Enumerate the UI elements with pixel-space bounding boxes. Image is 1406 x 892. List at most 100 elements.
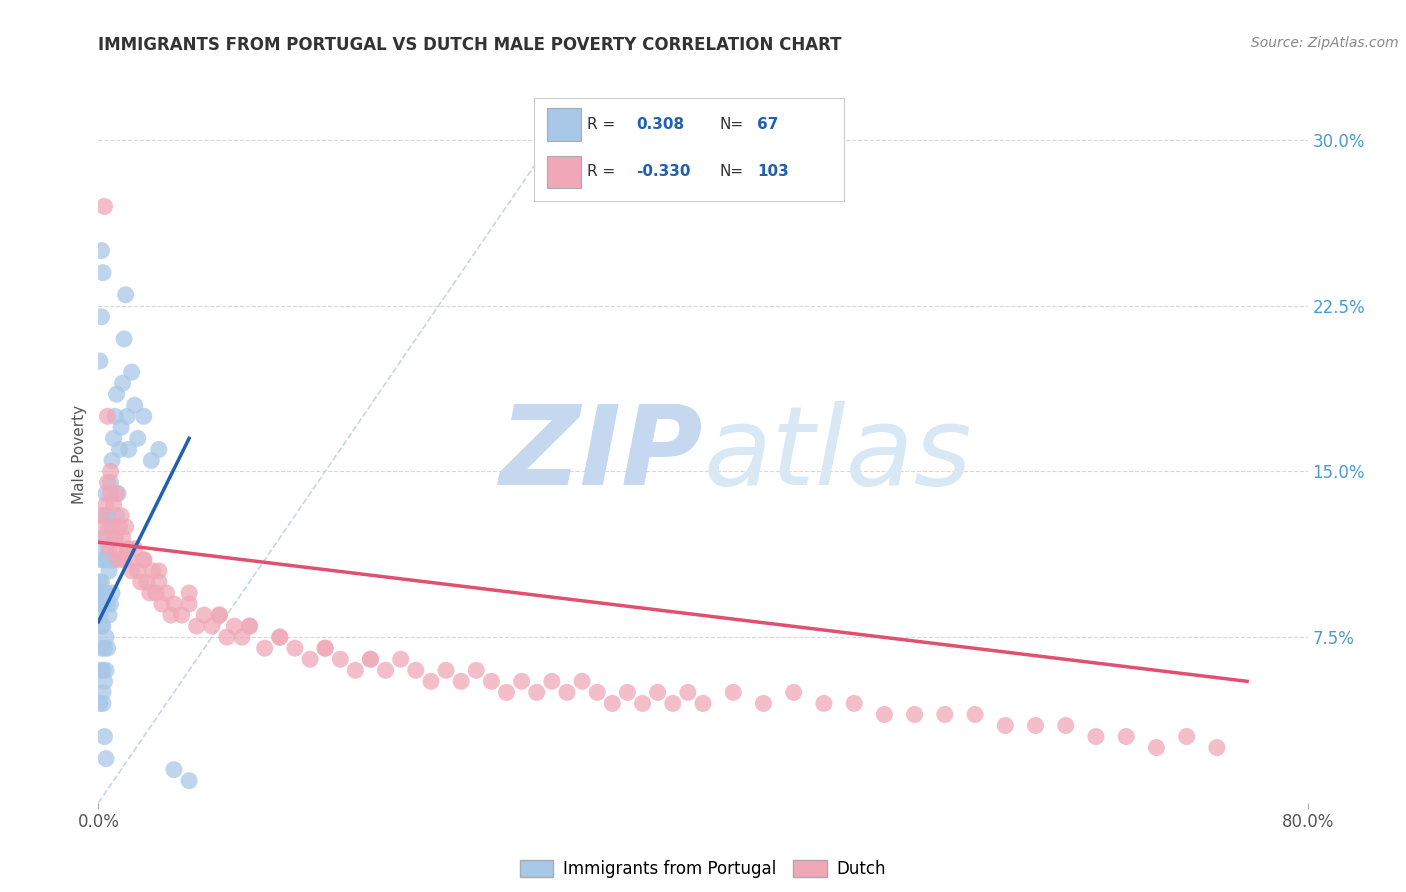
Point <box>571 674 593 689</box>
Point <box>93 553 115 567</box>
Point <box>647 685 669 699</box>
Point <box>90 508 112 523</box>
Point <box>91 266 114 280</box>
Point <box>1175 730 1198 744</box>
Point <box>269 630 291 644</box>
Point <box>103 431 125 445</box>
Point <box>526 685 548 699</box>
Point <box>139 586 162 600</box>
Text: Source: ZipAtlas.com: Source: ZipAtlas.com <box>1251 36 1399 50</box>
Point <box>111 531 134 545</box>
Point <box>465 663 488 677</box>
Point <box>91 519 114 533</box>
Point <box>555 685 578 699</box>
Y-axis label: Male Poverty: Male Poverty <box>72 405 87 505</box>
Point <box>616 685 638 699</box>
Point <box>94 541 117 556</box>
Point <box>314 641 336 656</box>
Point <box>115 409 138 424</box>
Point <box>105 541 128 556</box>
Point <box>100 465 122 479</box>
Point <box>98 608 121 623</box>
Point <box>98 519 121 533</box>
Point <box>108 519 131 533</box>
Point <box>813 697 835 711</box>
Point <box>100 475 122 490</box>
Point <box>239 619 262 633</box>
Point <box>934 707 956 722</box>
Point <box>994 718 1017 732</box>
Point <box>103 498 125 512</box>
Point <box>103 553 125 567</box>
Point <box>148 574 170 589</box>
Point <box>662 697 685 711</box>
Point <box>150 597 173 611</box>
Point <box>132 553 155 567</box>
Point <box>1024 718 1046 732</box>
Point <box>360 652 382 666</box>
Point <box>783 685 806 699</box>
Text: N=: N= <box>720 164 744 179</box>
Point <box>124 541 146 556</box>
Point <box>586 685 609 699</box>
Point <box>179 773 201 788</box>
Point <box>93 531 115 545</box>
Point <box>405 663 427 677</box>
Point <box>314 641 336 656</box>
Point <box>170 608 193 623</box>
Point <box>420 674 443 689</box>
Point <box>90 244 112 258</box>
Point <box>94 663 117 677</box>
Point <box>108 442 131 457</box>
Point <box>90 663 112 677</box>
Point <box>93 730 115 744</box>
Legend: Immigrants from Portugal, Dutch: Immigrants from Portugal, Dutch <box>513 854 893 885</box>
Point <box>112 553 135 567</box>
Point <box>201 619 224 633</box>
Text: 0.308: 0.308 <box>637 117 685 132</box>
Point <box>163 763 186 777</box>
Point <box>90 310 112 324</box>
Point <box>389 652 412 666</box>
Point <box>752 697 775 711</box>
Point <box>360 652 382 666</box>
Point <box>110 508 132 523</box>
Text: 67: 67 <box>756 117 779 132</box>
Point <box>89 697 111 711</box>
Point <box>105 508 128 523</box>
Point <box>481 674 503 689</box>
Point <box>132 409 155 424</box>
Point <box>90 597 112 611</box>
Point <box>96 553 118 567</box>
Point <box>253 641 276 656</box>
Text: ZIP: ZIP <box>499 401 703 508</box>
Point <box>105 486 128 500</box>
Text: -0.330: -0.330 <box>637 164 690 179</box>
Point <box>111 376 134 391</box>
Point <box>269 630 291 644</box>
Point <box>510 674 533 689</box>
Point <box>141 453 163 467</box>
Text: R =: R = <box>586 117 614 132</box>
Point <box>434 663 457 677</box>
Point <box>104 531 127 545</box>
Point <box>692 697 714 711</box>
FancyBboxPatch shape <box>547 155 581 188</box>
Point <box>127 564 149 578</box>
Point <box>90 619 112 633</box>
Point <box>299 652 322 666</box>
Point <box>100 597 122 611</box>
Point <box>94 630 117 644</box>
Point <box>148 442 170 457</box>
Point <box>89 597 111 611</box>
Point <box>1085 730 1108 744</box>
Point <box>96 641 118 656</box>
Point <box>91 685 114 699</box>
Point <box>98 541 121 556</box>
Point <box>114 519 136 533</box>
Point <box>231 630 253 644</box>
Point <box>91 531 114 545</box>
Point <box>127 431 149 445</box>
Point <box>124 398 146 412</box>
Point <box>100 553 122 567</box>
